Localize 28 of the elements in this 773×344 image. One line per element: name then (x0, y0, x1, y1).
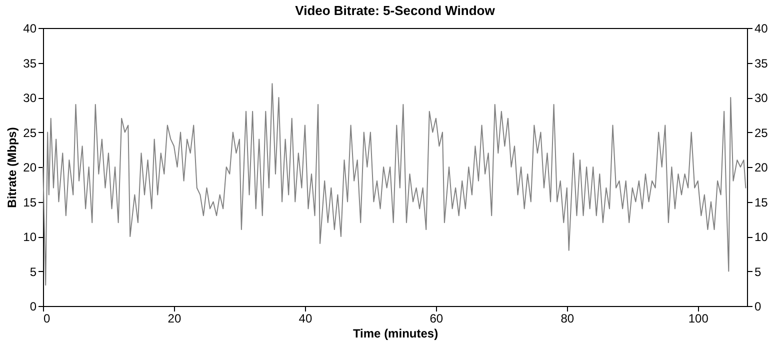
y2-tick-label: 35 (754, 56, 768, 70)
y-tick-label: 25 (23, 126, 37, 140)
y2-tick-label: 0 (754, 300, 762, 314)
x-tick-label: 40 (298, 312, 312, 326)
line-series (42, 83, 746, 286)
chart-title: Video Bitrate: 5-Second Window (295, 3, 496, 18)
y-tick-label: 35 (23, 56, 37, 70)
x-tick-label: 80 (560, 312, 574, 326)
x-tick-label: 100 (688, 312, 709, 326)
y2-tick-label: 20 (754, 160, 768, 174)
y-tick-label: 40 (23, 22, 37, 36)
y2-tick-label: 30 (754, 91, 768, 105)
x-tick-label: 20 (168, 312, 182, 326)
x-tick-label: 60 (430, 312, 444, 326)
y2-tick-label: 10 (754, 230, 768, 244)
y-tick-label: 20 (23, 160, 37, 174)
y-tick-label: 30 (23, 91, 37, 105)
y2-tick-label: 15 (754, 195, 768, 210)
y2-tick-label: 25 (754, 126, 768, 140)
y-tick-label: 10 (23, 230, 37, 244)
y2-tick-label: 5 (754, 264, 762, 279)
x-tick-label: 0 (44, 312, 50, 326)
y-tick-label: 15 (23, 195, 37, 210)
x-axis-title: Time (minutes) (352, 326, 438, 340)
y-tick-label: 5 (30, 264, 37, 279)
y2-tick-label: 40 (754, 22, 768, 36)
y-axis-title: Bitrate (Mbps) (5, 127, 20, 208)
y-tick-label: 0 (30, 300, 37, 314)
